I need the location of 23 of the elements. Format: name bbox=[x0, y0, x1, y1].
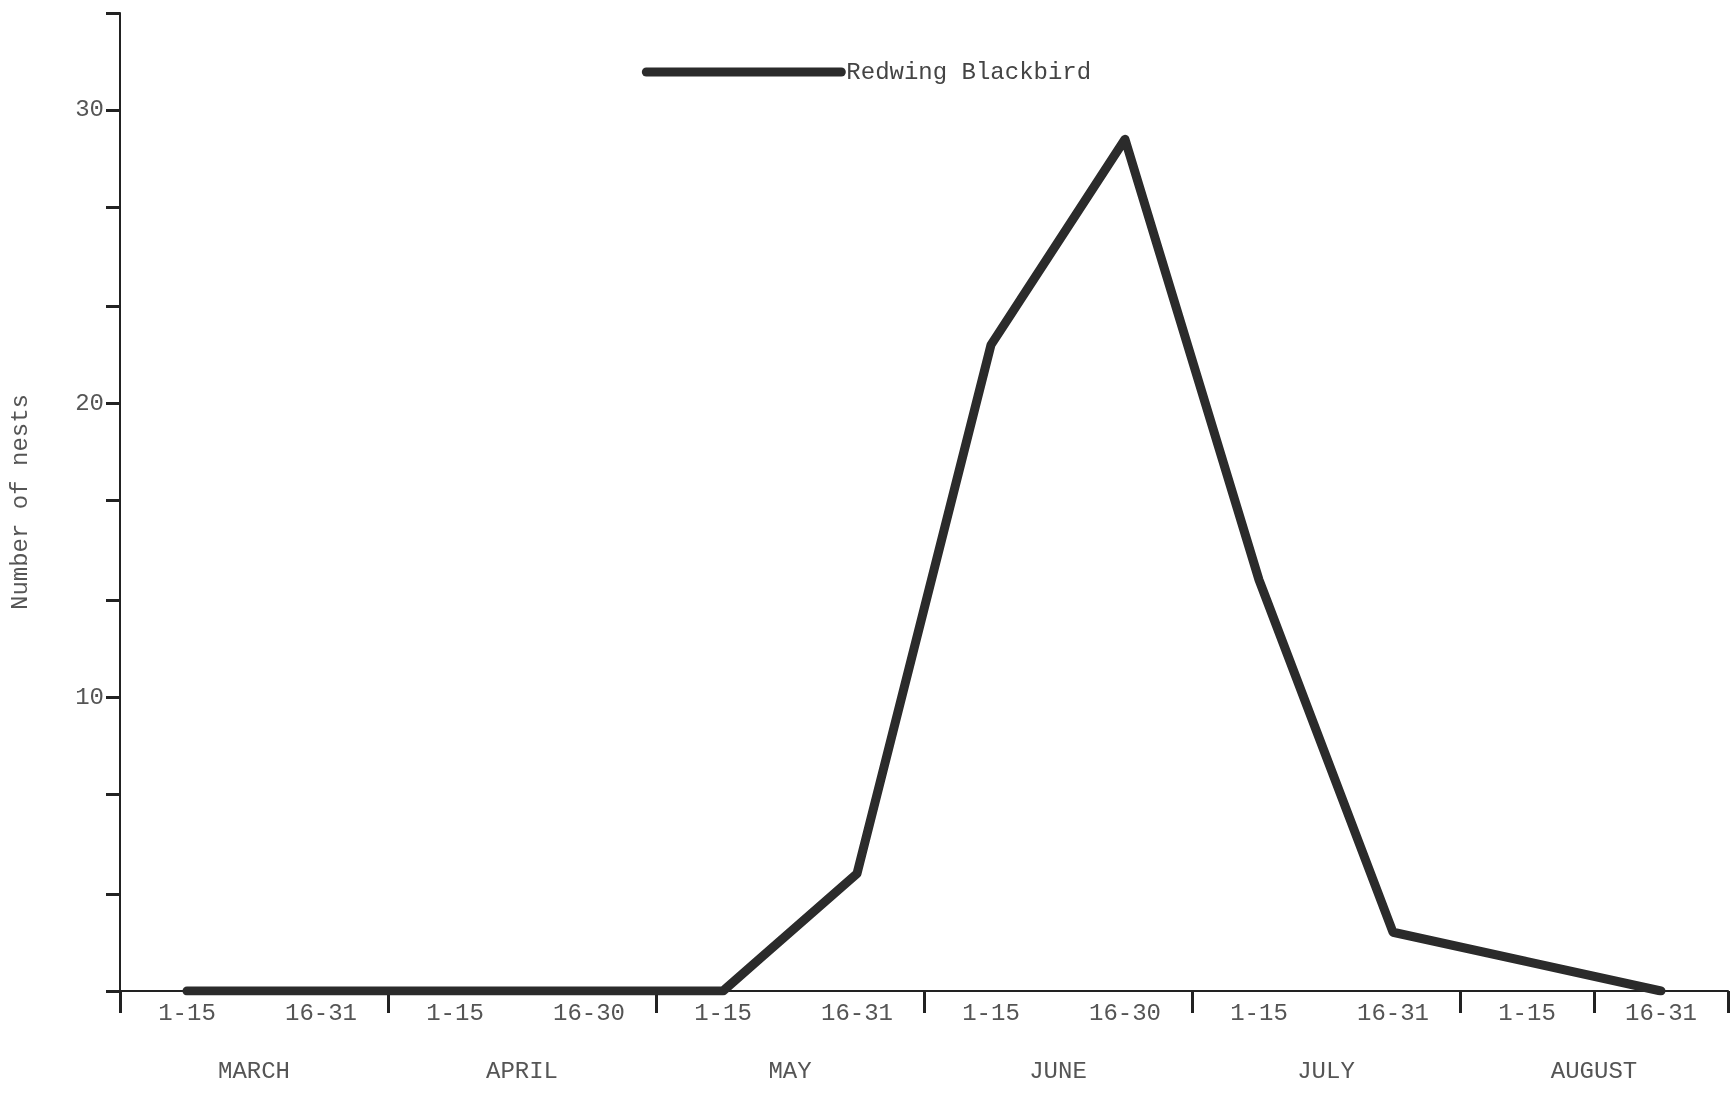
text: Redwing Blackbird bbox=[846, 58, 1092, 86]
text: JULY bbox=[1297, 1057, 1355, 1085]
x-tick-label: 16-30 bbox=[552, 999, 626, 1027]
text: MAY bbox=[768, 1057, 812, 1085]
x-tick-label: 1-15 bbox=[962, 999, 1020, 1027]
x-tick-label: 1-15 bbox=[158, 999, 216, 1027]
text: JUNE bbox=[1029, 1057, 1087, 1085]
x-tick-label: 1-15 bbox=[694, 999, 752, 1027]
text: AUGUST bbox=[1550, 1057, 1638, 1085]
y-tick-label: 10 bbox=[75, 683, 104, 711]
y-axis-title: Number of nests bbox=[6, 393, 34, 611]
y-tick-label: 30 bbox=[75, 96, 104, 124]
x-tick-label: 1-15 bbox=[426, 999, 484, 1027]
text: MARCH bbox=[217, 1057, 291, 1085]
x-tick-label: 16-31 bbox=[1624, 999, 1698, 1027]
text: APRIL bbox=[485, 1057, 559, 1085]
y-tick-label: 20 bbox=[75, 390, 104, 418]
x-tick-label: 16-31 bbox=[284, 999, 358, 1027]
x-tick-label: 1-15 bbox=[1230, 999, 1288, 1027]
x-tick-label: 16-31 bbox=[820, 999, 894, 1027]
x-tick-label: 16-30 bbox=[1088, 999, 1162, 1027]
x-tick-label: 1-15 bbox=[1498, 999, 1556, 1027]
x-tick-label: 16-31 bbox=[1356, 999, 1430, 1027]
